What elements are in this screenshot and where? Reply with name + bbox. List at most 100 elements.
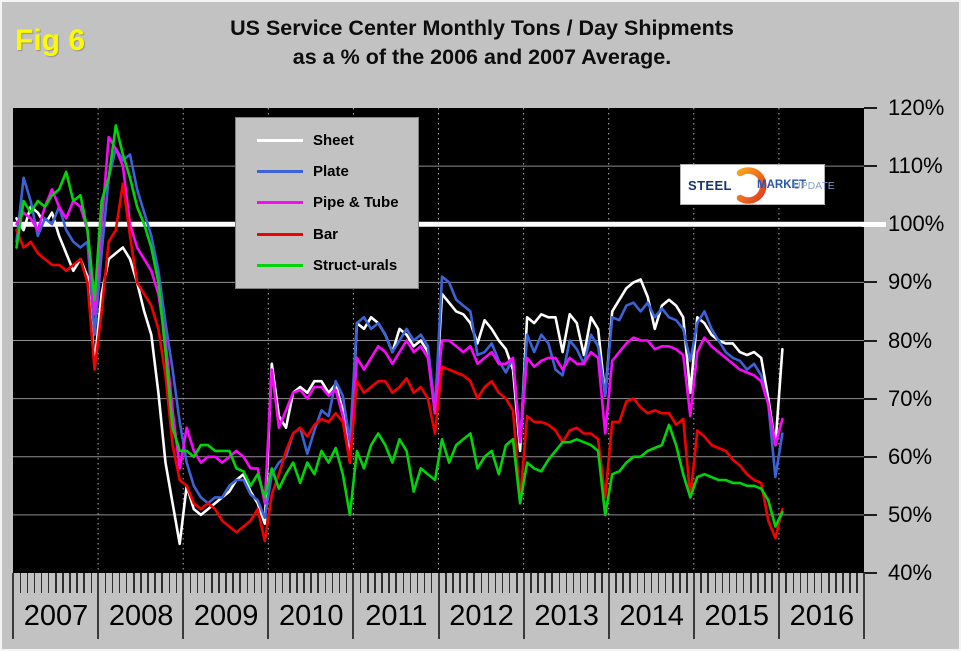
series-line-sheet xyxy=(15,205,784,546)
month-tick xyxy=(76,573,78,593)
x-year-label-2012: 2012 xyxy=(449,600,514,632)
month-tick xyxy=(629,573,631,593)
month-tick xyxy=(650,573,653,593)
month-tick xyxy=(189,573,192,593)
legend-label-struct-urals: Struct-urals xyxy=(313,256,398,274)
month-tick xyxy=(842,573,844,593)
month-tick xyxy=(601,573,603,593)
x-year-label-2009: 2009 xyxy=(193,600,259,632)
x-year-label-2007: 2007 xyxy=(23,600,89,632)
month-tick xyxy=(785,573,787,593)
year-separator xyxy=(692,573,695,639)
month-tick xyxy=(289,573,291,593)
month-tick xyxy=(55,573,57,593)
month-tick xyxy=(764,573,766,593)
month-tick xyxy=(828,573,830,593)
month-tick xyxy=(175,573,178,593)
month-tick xyxy=(594,573,596,593)
month-tick xyxy=(771,573,773,593)
month-tick xyxy=(317,573,319,593)
y-tick-40 xyxy=(864,572,877,574)
month-tick xyxy=(274,573,277,593)
month-tick xyxy=(657,573,660,593)
year-separator xyxy=(777,573,780,639)
month-tick xyxy=(40,573,43,593)
month-tick xyxy=(473,573,475,593)
month-tick xyxy=(154,573,156,593)
month-tick xyxy=(296,573,298,593)
month-tick xyxy=(508,573,511,593)
month-tick xyxy=(140,573,142,593)
month-tick xyxy=(303,573,305,593)
month-tick xyxy=(849,573,851,593)
logo-word-update: UPDATE xyxy=(793,180,835,192)
logo-crescent-icon xyxy=(736,167,767,204)
chart-title-line1: US Service Center Monthly Tons / Day Shi… xyxy=(230,16,734,40)
month-tick xyxy=(232,573,234,593)
year-separator xyxy=(267,573,270,639)
month-tick xyxy=(466,573,468,593)
y-tick-label-70: 70% xyxy=(888,385,933,411)
chart-title: US Service Center Monthly Tons / Day Shi… xyxy=(42,14,922,72)
y-tick-120 xyxy=(864,107,877,109)
year-separator xyxy=(607,573,610,639)
y-tick-110 xyxy=(864,165,877,168)
month-tick xyxy=(168,573,171,593)
month-tick xyxy=(47,573,50,593)
month-tick xyxy=(452,573,454,593)
legend-label-plate: Plate xyxy=(313,163,349,181)
month-tick xyxy=(374,573,376,593)
y-tick-label-90: 90% xyxy=(888,269,933,295)
y-tick-80 xyxy=(864,339,877,342)
legend-item-pipe-tube: Pipe & Tube xyxy=(257,194,418,211)
month-tick xyxy=(516,573,518,593)
month-tick xyxy=(381,573,383,593)
x-year-label-2015: 2015 xyxy=(704,600,770,632)
month-tick xyxy=(792,573,795,593)
month-tick xyxy=(799,573,802,593)
year-separator xyxy=(12,573,14,639)
month-tick xyxy=(586,573,589,593)
month-tick xyxy=(147,573,149,593)
month-tick xyxy=(430,573,433,593)
month-tick xyxy=(253,573,256,593)
month-tick xyxy=(750,573,752,593)
month-tick xyxy=(856,573,858,593)
x-year-label-2008: 2008 xyxy=(108,600,174,632)
month-tick xyxy=(728,573,731,593)
month-tick xyxy=(558,573,561,593)
month-tick xyxy=(161,573,163,593)
y-tick-label-110: 110% xyxy=(888,153,943,179)
month-tick xyxy=(835,573,837,593)
month-tick xyxy=(409,573,412,593)
y-tick-label-40: 40% xyxy=(888,560,933,585)
month-tick xyxy=(480,573,483,593)
month-tick xyxy=(551,573,553,593)
legend-item-struct-urals: Struct-urals xyxy=(257,257,418,274)
month-tick xyxy=(813,573,816,593)
legend-item-bar: Bar xyxy=(257,226,418,243)
month-tick xyxy=(700,573,702,593)
month-tick xyxy=(636,573,639,593)
month-tick xyxy=(246,573,249,593)
y-tick-label-60: 60% xyxy=(888,443,933,469)
legend-swatch-sheet xyxy=(257,139,303,143)
month-tick xyxy=(416,573,419,593)
y-tick-label-120: 120% xyxy=(888,95,945,120)
month-tick xyxy=(501,573,504,593)
month-tick xyxy=(260,573,263,593)
month-tick xyxy=(118,573,121,593)
legend-label-pipe-tube: Pipe & Tube xyxy=(313,194,399,212)
month-tick xyxy=(19,573,22,593)
steel-market-update-logo: STEEL MARKET UPDATE xyxy=(680,164,835,205)
month-tick xyxy=(324,573,327,593)
month-tick xyxy=(530,573,532,593)
month-tick xyxy=(672,573,674,593)
month-tick xyxy=(487,573,490,593)
month-tick xyxy=(615,573,617,593)
month-tick xyxy=(338,573,341,593)
y-tick-label-80: 80% xyxy=(888,327,933,353)
legend-swatch-bar xyxy=(257,232,303,236)
y-tick-50 xyxy=(864,513,877,516)
